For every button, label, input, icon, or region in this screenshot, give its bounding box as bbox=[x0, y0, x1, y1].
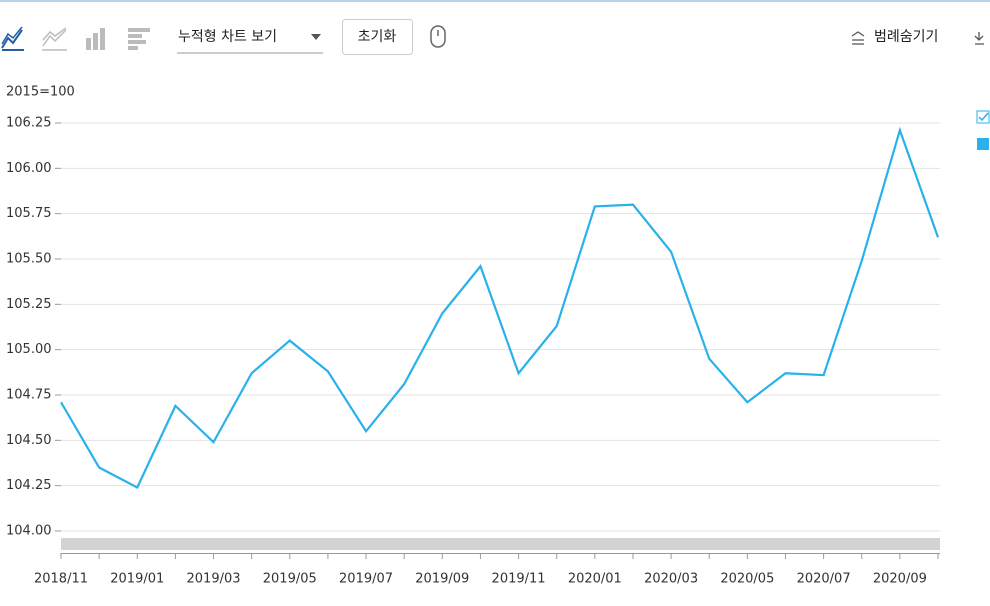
x-tick-label: 2019/03 bbox=[187, 572, 241, 587]
y-tick-label: 105.50 bbox=[6, 252, 52, 267]
legend-toggle-button[interactable]: 범례숨기기 bbox=[851, 29, 938, 45]
x-tick-label: 2019/05 bbox=[263, 572, 317, 587]
area-chart-button[interactable] bbox=[42, 27, 67, 51]
bar-chart-button[interactable] bbox=[86, 28, 105, 50]
hbar-chart-button[interactable] bbox=[128, 28, 150, 50]
line-chart-button[interactable] bbox=[1, 26, 24, 51]
y-tick-label: 104.00 bbox=[6, 524, 52, 539]
x-tick-label: 2020/07 bbox=[797, 572, 851, 587]
x-tick-label: 2020/09 bbox=[873, 572, 927, 587]
x-tick-label: 2019/07 bbox=[339, 572, 393, 587]
legend-checkbox[interactable] bbox=[976, 110, 990, 124]
y-tick-label: 106.25 bbox=[6, 116, 52, 131]
y-tick-label: 106.00 bbox=[6, 161, 52, 176]
x-tick-label: 2020/03 bbox=[644, 572, 698, 587]
y-tick-label: 104.25 bbox=[6, 478, 52, 493]
x-tick-label: 2019/01 bbox=[110, 572, 164, 587]
legend-swatch bbox=[977, 138, 989, 150]
scrollbar[interactable] bbox=[61, 538, 940, 550]
x-tick-label: 2018/11 bbox=[34, 572, 88, 587]
chart-mode-select[interactable]: 누적형 차트 보기 bbox=[177, 29, 323, 54]
reset-label: 초기화 bbox=[358, 29, 397, 45]
data-line bbox=[60, 126, 940, 489]
y-unit: 2015=100 bbox=[6, 85, 75, 100]
y-tick-label: 105.75 bbox=[6, 206, 52, 221]
y-tick-label: 105.00 bbox=[6, 342, 52, 357]
legend-toggle-label: 범례숨기기 bbox=[874, 29, 938, 45]
y-tick-label: 104.50 bbox=[6, 433, 52, 448]
mouse-button[interactable] bbox=[430, 25, 446, 48]
chart-mode-label: 누적형 차트 보기 bbox=[178, 29, 277, 45]
legend-check bbox=[978, 112, 989, 122]
x-tick-label: 2020/05 bbox=[720, 572, 774, 587]
download-button[interactable] bbox=[974, 32, 984, 45]
reset-button[interactable]: 초기화 bbox=[342, 19, 413, 55]
y-tick-label: 104.75 bbox=[6, 388, 52, 403]
x-tick-label: 2019/09 bbox=[415, 572, 469, 587]
y-tick-label: 105.25 bbox=[6, 297, 52, 312]
x-tick-label: 2020/01 bbox=[568, 572, 622, 587]
x-tick-label: 2019/11 bbox=[492, 572, 546, 587]
